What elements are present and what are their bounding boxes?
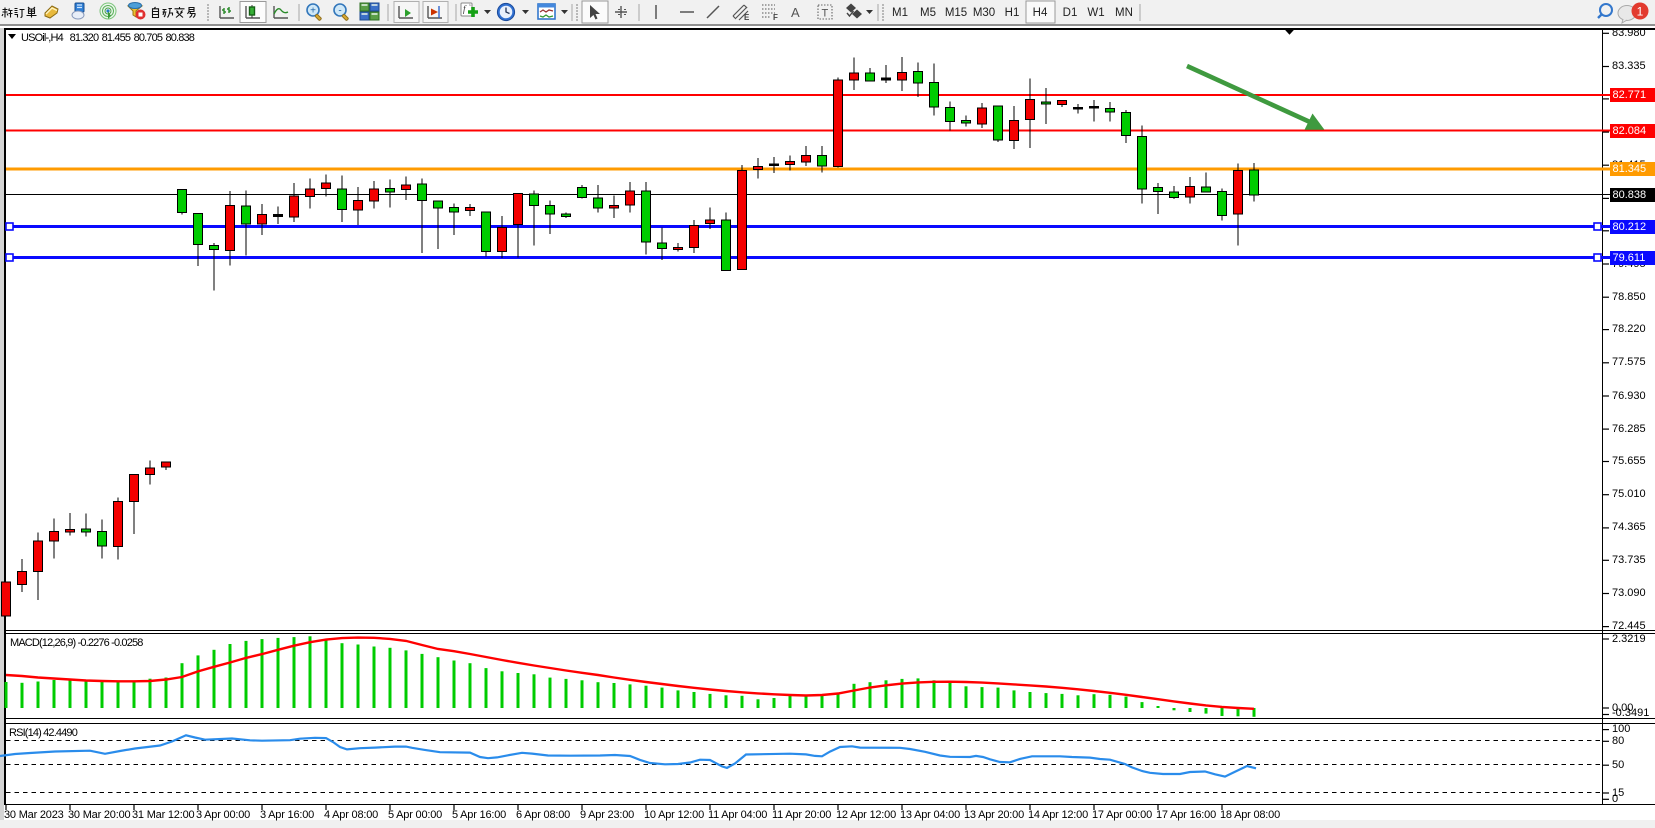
svg-text:H1: H1 [1005,7,1020,19]
svg-text:M30: M30 [973,7,995,19]
svg-text:T: T [822,8,829,20]
svg-text:E: E [744,13,750,22]
svg-text:1: 1 [1637,5,1644,19]
svg-text:MN: MN [1115,7,1133,19]
svg-text:A: A [791,5,800,20]
svg-text:D1: D1 [1063,7,1078,19]
svg-text:H4: H4 [1033,7,1048,19]
svg-text:F: F [773,13,778,22]
svg-text:-: - [338,6,341,17]
svg-text:W1: W1 [1087,7,1104,19]
svg-text:M1: M1 [892,7,908,19]
svg-text:f: f [463,4,467,14]
svg-text:M5: M5 [920,7,936,19]
svg-text:M15: M15 [945,7,967,19]
svg-text:+: + [310,6,316,17]
